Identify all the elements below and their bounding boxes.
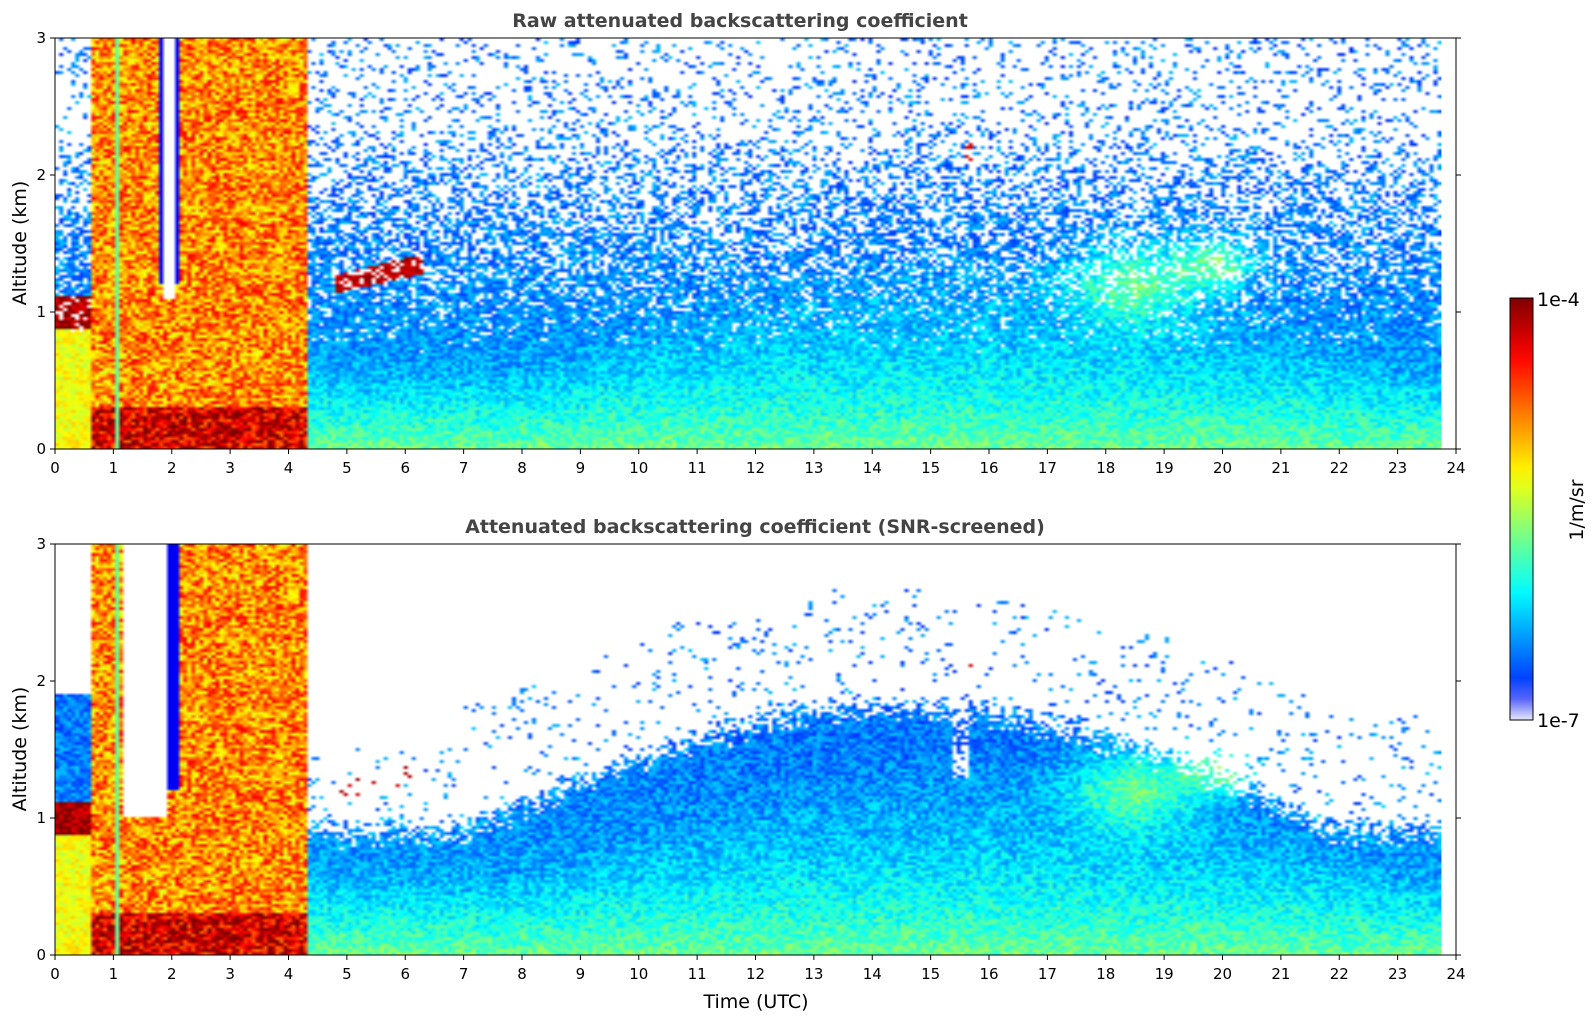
- x-tick-label: 15: [921, 459, 940, 477]
- x-tick-label: 24: [1446, 459, 1465, 477]
- x-tick-label: 8: [517, 459, 527, 477]
- x-tick-label: 18: [1096, 965, 1115, 983]
- x-tick-label: 11: [688, 459, 707, 477]
- panel-screened-ylabel: Altitude (km): [9, 687, 31, 812]
- x-tick-label: 20: [1213, 459, 1232, 477]
- x-tick-label: 1: [109, 965, 119, 983]
- x-tick-label: 2: [167, 965, 177, 983]
- x-tick-label: 7: [459, 965, 469, 983]
- x-tick-label: 23: [1388, 965, 1407, 983]
- x-tick-label: 21: [1271, 965, 1290, 983]
- panel-raw: Raw attenuated backscattering coefficien…: [9, 10, 1466, 477]
- x-tick-label: 11: [688, 965, 707, 983]
- x-tick-label: 17: [1038, 459, 1057, 477]
- y-tick-label: 2: [36, 166, 46, 184]
- x-tick-label: 24: [1446, 965, 1465, 983]
- y-ticks-screened: 0 1 2 3: [36, 535, 1461, 964]
- x-tick-label: 1: [109, 459, 119, 477]
- x-tick-label: 16: [979, 965, 998, 983]
- x-tick-label: 3: [225, 965, 235, 983]
- x-tick-label: 6: [400, 459, 410, 477]
- x-tick-label: 7: [459, 459, 469, 477]
- heatmap-raw: [55, 38, 1442, 449]
- x-tick-label: 9: [576, 459, 586, 477]
- x-ticks-raw: 0 1 2 3 4 5 6 7 8 9 10 11 12 13 14 15 16 17 18 19 20 21 22 23 24: [50, 449, 1466, 477]
- x-tick-label: 20: [1213, 965, 1232, 983]
- x-tick-label: 8: [517, 965, 527, 983]
- y-tick-label: 0: [36, 946, 46, 964]
- x-tick-label: 4: [284, 459, 294, 477]
- x-tick-label: 21: [1271, 459, 1290, 477]
- x-tick-label: 15: [921, 965, 940, 983]
- panel-screened-xlabel: Time (UTC): [702, 991, 808, 1013]
- x-tick-label: 0: [50, 965, 60, 983]
- y-tick-label: 1: [36, 303, 46, 321]
- panel-raw-ylabel: Altitude (km): [9, 181, 31, 306]
- x-tick-label: 13: [804, 965, 823, 983]
- x-tick-label: 0: [50, 459, 60, 477]
- x-tick-label: 22: [1330, 965, 1349, 983]
- x-tick-label: 16: [979, 459, 998, 477]
- x-tick-label: 23: [1388, 459, 1407, 477]
- x-tick-label: 10: [629, 965, 648, 983]
- y-tick-label: 1: [36, 809, 46, 827]
- x-ticks-screened: 0 1 2 3 4 5 6 7 8 9 10 11 12 13 14 15 16 17 18 19 20 21 22 23 24: [50, 955, 1466, 983]
- panel-screened-title: Attenuated backscattering coefficient (S…: [465, 516, 1045, 538]
- panel-raw-title: Raw attenuated backscattering coefficien…: [512, 10, 968, 32]
- panel-screened: Attenuated backscattering coefficient (S…: [9, 516, 1466, 1013]
- x-tick-label: 18: [1096, 459, 1115, 477]
- y-tick-label: 0: [36, 440, 46, 458]
- heatmap-screened: [55, 544, 1442, 955]
- y-tick-label: 3: [36, 29, 46, 47]
- x-tick-label: 12: [746, 459, 765, 477]
- x-tick-label: 9: [576, 965, 586, 983]
- colorbar: 1e-4 1e-7 1/m/sr: [1509, 289, 1588, 732]
- x-tick-label: 5: [342, 965, 352, 983]
- x-tick-label: 6: [400, 965, 410, 983]
- colorbar-gradient: [1509, 297, 1534, 721]
- colorbar-label: 1/m/sr: [1566, 479, 1588, 540]
- y-tick-label: 2: [36, 672, 46, 690]
- colorbar-max-label: 1e-4: [1537, 289, 1580, 311]
- x-tick-label: 14: [863, 459, 882, 477]
- x-tick-label: 19: [1155, 965, 1174, 983]
- x-tick-label: 3: [225, 459, 235, 477]
- x-tick-label: 14: [863, 965, 882, 983]
- x-tick-label: 2: [167, 459, 177, 477]
- x-tick-label: 12: [746, 965, 765, 983]
- x-tick-label: 13: [804, 459, 823, 477]
- x-tick-label: 17: [1038, 965, 1057, 983]
- y-ticks-raw: 0 1 2 3: [36, 29, 1461, 458]
- y-tick-label: 3: [36, 535, 46, 553]
- x-tick-label: 19: [1155, 459, 1174, 477]
- colorbar-min-label: 1e-7: [1537, 710, 1580, 732]
- x-tick-label: 22: [1330, 459, 1349, 477]
- x-tick-label: 5: [342, 459, 352, 477]
- x-tick-label: 4: [284, 965, 294, 983]
- x-tick-label: 10: [629, 459, 648, 477]
